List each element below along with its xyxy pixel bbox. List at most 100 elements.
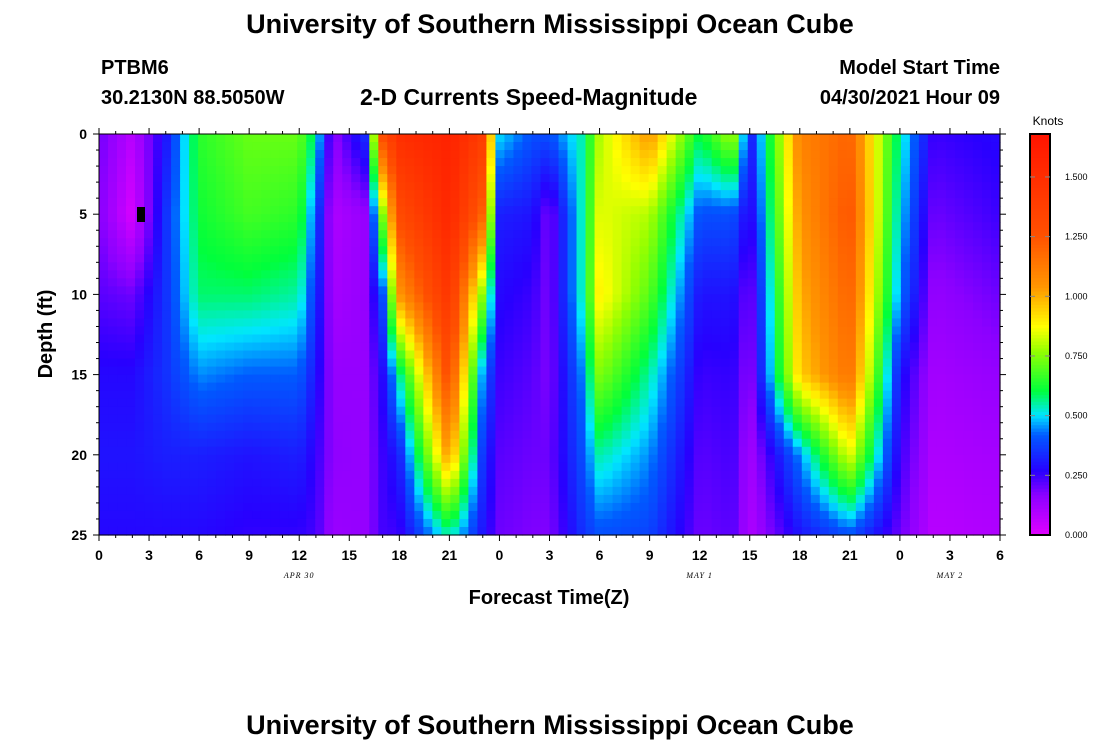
heatmap-cell <box>234 438 244 448</box>
heatmap-cell <box>306 342 316 352</box>
heatmap-cell <box>324 446 334 456</box>
heatmap-cell <box>144 470 154 480</box>
heatmap-cell <box>963 526 974 536</box>
heatmap-cell <box>549 142 560 151</box>
heatmap-cell <box>927 358 938 368</box>
heatmap-cell <box>810 246 821 255</box>
heatmap-cell <box>279 478 289 488</box>
heatmap-cell <box>684 374 695 384</box>
heatmap-cell <box>666 318 677 328</box>
heatmap-cell <box>225 446 235 456</box>
heatmap-cell <box>207 446 217 456</box>
heatmap-cell <box>216 198 226 207</box>
heatmap-cell <box>459 142 470 151</box>
heatmap-cell <box>585 382 596 392</box>
heatmap-cell <box>477 278 488 287</box>
heatmap-cell <box>576 390 587 400</box>
heatmap-cell <box>117 230 127 239</box>
heatmap-cell <box>711 430 722 440</box>
heatmap-cell <box>675 230 686 239</box>
heatmap-cell <box>513 150 524 159</box>
heatmap-cell <box>648 438 659 448</box>
heatmap-cell <box>720 206 731 215</box>
heatmap-cell <box>738 358 749 368</box>
heatmap-cell <box>711 478 722 488</box>
heatmap-cell <box>828 230 839 239</box>
heatmap-cell <box>909 406 920 416</box>
heatmap-cell <box>108 134 118 143</box>
heatmap-cell <box>162 246 172 255</box>
heatmap-cell <box>657 246 668 255</box>
heatmap-cell <box>693 422 704 432</box>
heatmap-cell <box>594 262 605 271</box>
heatmap-cell <box>882 302 893 312</box>
heatmap-cell <box>855 246 866 255</box>
heatmap-cell <box>972 230 983 239</box>
heatmap-cell <box>108 342 118 352</box>
heatmap-cell <box>504 454 515 464</box>
heatmap-cell <box>216 334 226 344</box>
heatmap-cell <box>216 494 226 504</box>
heatmap-cell <box>900 326 911 336</box>
heatmap-cell <box>720 278 731 287</box>
heatmap-cell <box>207 206 217 215</box>
heatmap-cell <box>585 486 596 496</box>
heatmap-cell <box>405 422 415 432</box>
heatmap-cell <box>540 446 551 456</box>
heatmap-cell <box>234 494 244 504</box>
heatmap-cell <box>441 510 451 520</box>
heatmap-cell <box>765 294 776 304</box>
heatmap-cell <box>432 310 442 320</box>
heatmap-cell <box>837 142 848 151</box>
heatmap-cell <box>810 462 821 472</box>
heatmap-cell <box>477 462 488 472</box>
heatmap-cell <box>351 230 361 239</box>
heatmap-cell <box>450 342 460 352</box>
heatmap-cell <box>486 142 497 151</box>
heatmap-cell <box>558 190 569 199</box>
heatmap-cell <box>432 446 442 456</box>
heatmap-cell <box>648 486 659 496</box>
heatmap-cell <box>450 222 460 231</box>
heatmap-cell <box>918 238 929 247</box>
heatmap-cell <box>324 310 334 320</box>
heatmap-cell <box>954 406 965 416</box>
heatmap-cell <box>567 150 578 159</box>
heatmap-cell <box>315 438 325 448</box>
heatmap-cell <box>360 358 370 368</box>
heatmap-cell <box>756 446 767 456</box>
heatmap-cell <box>936 510 947 520</box>
heatmap-cell <box>531 230 542 239</box>
heatmap-cell <box>378 422 388 432</box>
heatmap-cell <box>234 390 244 400</box>
heatmap-cell <box>531 406 542 416</box>
heatmap-cell <box>639 294 650 304</box>
heatmap-cell <box>882 190 893 199</box>
heatmap-cell <box>720 166 731 175</box>
heatmap-cell <box>612 390 623 400</box>
heatmap-cell <box>297 478 307 488</box>
heatmap-cell <box>738 374 749 384</box>
heatmap-cell <box>279 150 289 159</box>
heatmap-cell <box>594 182 605 191</box>
heatmap-cell <box>270 502 280 512</box>
heatmap-cell <box>396 494 406 504</box>
heatmap-cell <box>963 342 974 352</box>
heatmap-cell <box>819 454 830 464</box>
heatmap-cell <box>594 478 605 488</box>
heatmap-cell <box>198 166 208 175</box>
heatmap-cell <box>369 454 379 464</box>
heatmap-cell <box>549 414 560 424</box>
heatmap-cell <box>882 422 893 432</box>
heatmap-cell <box>297 222 307 231</box>
heatmap-cell <box>801 350 812 360</box>
heatmap-cell <box>990 398 1001 408</box>
heatmap-cell <box>288 502 298 512</box>
heatmap-cell <box>486 166 497 175</box>
heatmap-cell <box>567 414 578 424</box>
heatmap-cell <box>936 334 947 344</box>
heatmap-cell <box>828 190 839 199</box>
heatmap-cell <box>765 206 776 215</box>
heatmap-cell <box>324 366 334 376</box>
heatmap-cell <box>594 222 605 231</box>
